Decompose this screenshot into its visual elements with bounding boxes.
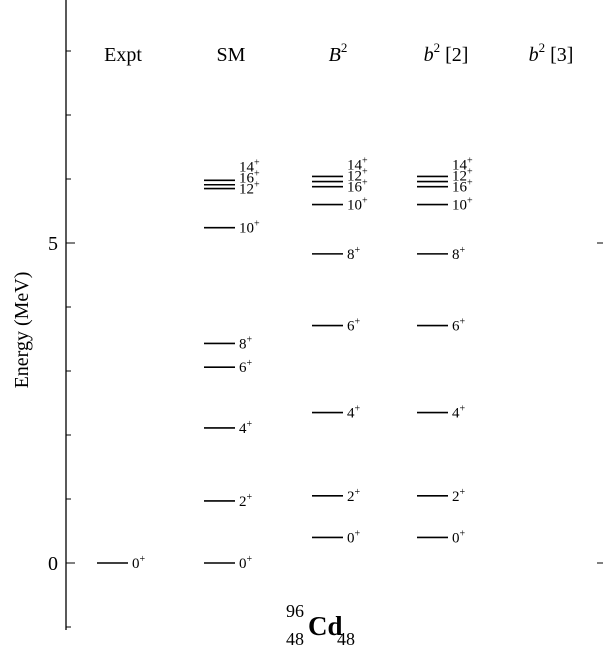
level-spin-label: 12+ [347, 167, 368, 185]
level-spin-label: 6+ [452, 317, 466, 335]
y-tick-label: 0 [48, 553, 58, 575]
level-spin-label: 0+ [132, 554, 146, 572]
level-spin-label: 14+ [347, 156, 368, 174]
level-spin-label: 12+ [452, 167, 473, 185]
column-headers: Expt SM B2 b2 [2] b2 [3] [104, 40, 573, 66]
nucleus-proton-number: 48 [286, 629, 304, 649]
level-spin-label: 6+ [239, 358, 253, 376]
level-spin-label: 16+ [452, 178, 473, 196]
level-spin-label: 8+ [347, 245, 361, 263]
level-spin-label: 0+ [239, 554, 253, 572]
column-header: b2 [3] [529, 40, 574, 66]
energy-levels: 0+ 0+2+4+6+8+10+12+16+14+0+2+4+6+8+10+16+… [97, 156, 473, 572]
axes: 05 [48, 0, 603, 630]
level-spin-label: 14+ [239, 158, 260, 176]
level-spin-label: 8+ [452, 245, 466, 263]
level-spin-label: 12+ [239, 180, 260, 198]
level-spin-label: 0+ [452, 528, 466, 546]
column-header: SM [217, 44, 246, 66]
level-spin-label: 14+ [452, 156, 473, 174]
level-spin-label: 10+ [452, 196, 473, 214]
level-spin-label: 10+ [347, 196, 368, 214]
y-tick-label: 5 [48, 233, 58, 255]
level-spin-label: 4+ [452, 404, 466, 422]
nucleus-neutron-number: 48 [337, 629, 355, 649]
level-spin-label: 4+ [239, 419, 253, 437]
level-spin-label: 4+ [347, 404, 361, 422]
nucleus-label: 96 48 Cd 48 [286, 601, 356, 651]
level-spin-label: 10+ [239, 219, 260, 237]
level-spin-label: 0+ [347, 528, 361, 546]
y-axis-label: Energy (MeV) [11, 272, 33, 389]
column-header: b2 [2] [424, 40, 469, 66]
nucleus-mass-number: 96 [286, 601, 304, 621]
level-spin-label: 16+ [347, 178, 368, 196]
level-spin-label: 8+ [239, 334, 253, 352]
column-header: B2 [329, 40, 348, 66]
level-spin-label: 2+ [452, 487, 466, 505]
level-spin-label: 6+ [347, 317, 361, 335]
level-spin-label: 2+ [239, 492, 253, 510]
level-spin-label: 2+ [347, 487, 361, 505]
nucleus-symbol: Cd [308, 611, 343, 641]
column-header: Expt [104, 44, 142, 66]
level-spin-label: 16+ [239, 169, 260, 187]
